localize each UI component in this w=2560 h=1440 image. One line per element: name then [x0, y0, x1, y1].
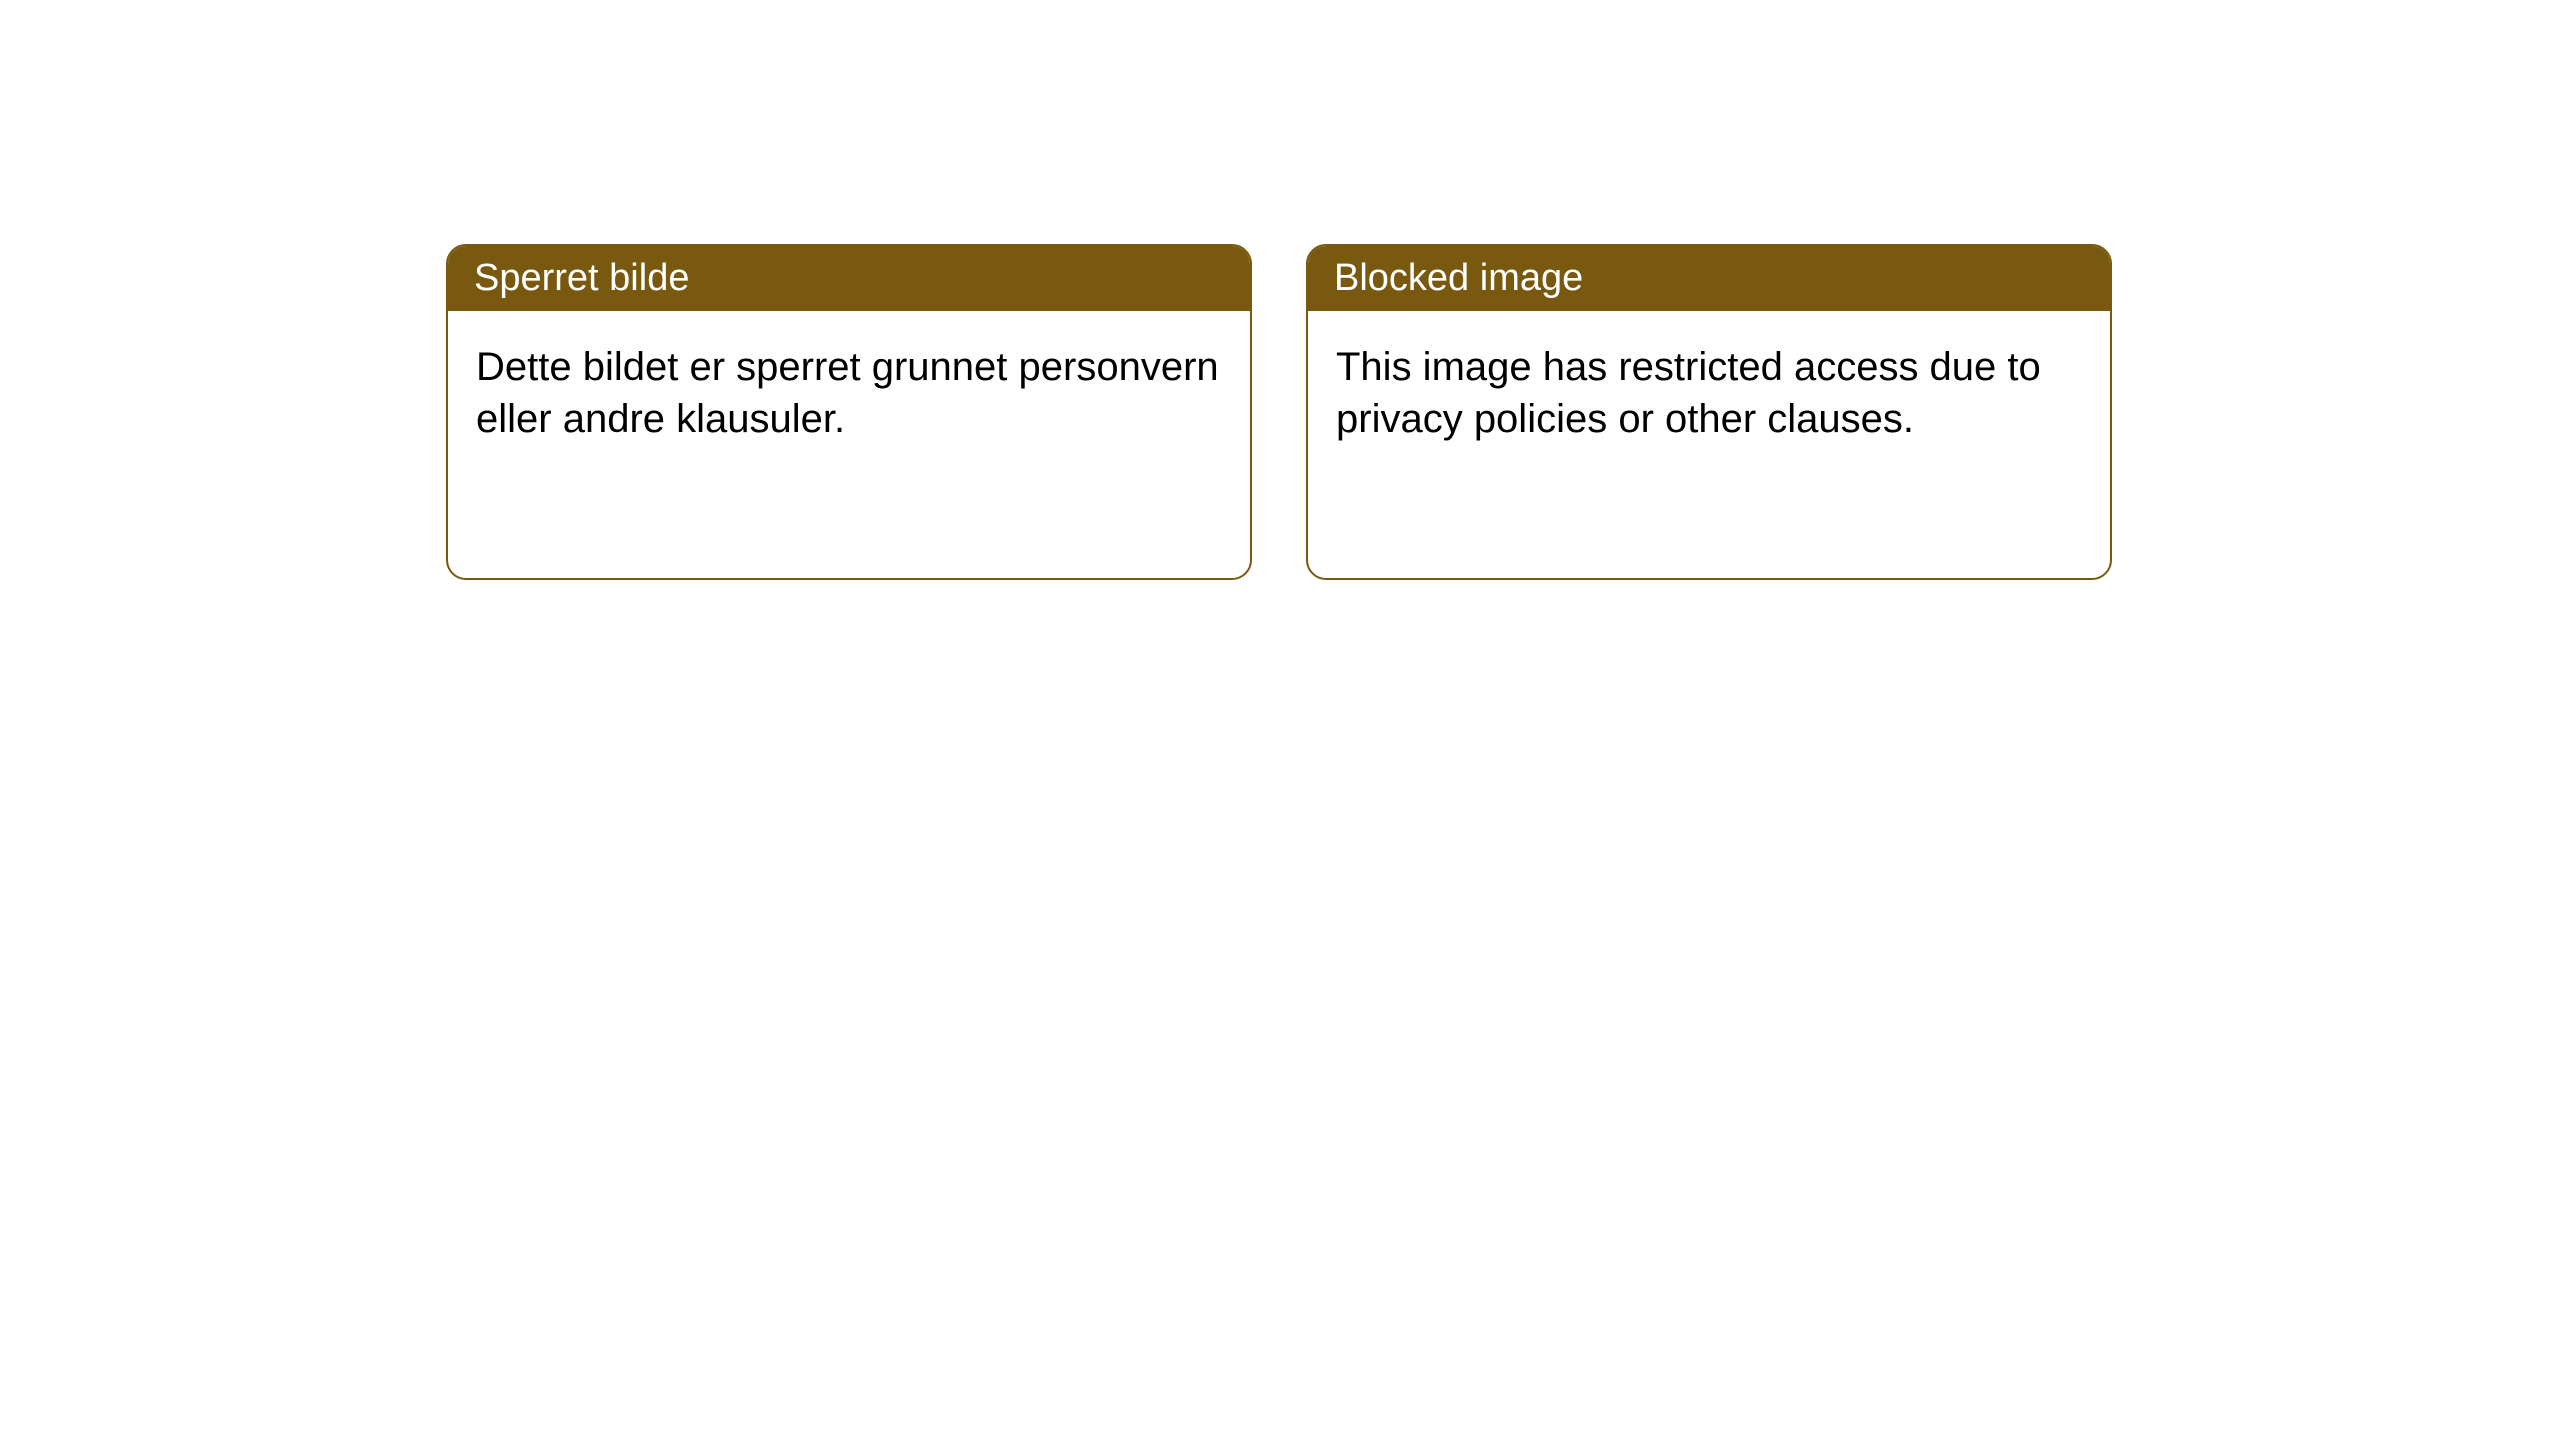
notice-title-norwegian: Sperret bilde: [448, 246, 1250, 311]
notice-body-english: This image has restricted access due to …: [1308, 311, 2110, 475]
notice-container: Sperret bilde Dette bildet er sperret gr…: [0, 0, 2560, 580]
notice-card-norwegian: Sperret bilde Dette bildet er sperret gr…: [446, 244, 1252, 580]
notice-title-english: Blocked image: [1308, 246, 2110, 311]
notice-card-english: Blocked image This image has restricted …: [1306, 244, 2112, 580]
notice-body-norwegian: Dette bildet er sperret grunnet personve…: [448, 311, 1250, 475]
